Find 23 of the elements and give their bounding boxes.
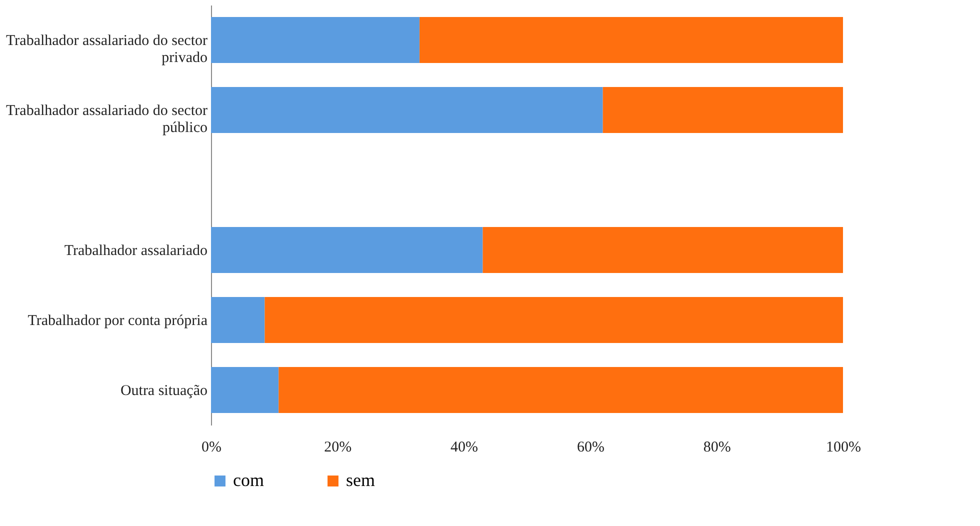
bar [211,297,265,343]
y-tick-label: Trabalhador por conta própria [28,313,208,329]
x-tick-label: 0% [202,440,222,456]
bar [211,87,603,133]
bar [211,227,483,273]
bar [278,367,843,413]
bar [211,17,420,63]
x-tick-label: 20% [324,440,352,456]
x-tick-label: 80% [703,440,731,456]
y-tick-label: Trabalhador assalariado do sector público [6,103,208,136]
y-tick-label: Trabalhador assalariado [64,243,208,259]
x-tick-label: 40% [450,440,478,456]
bar [264,297,843,343]
x-tick-label: 60% [576,440,604,456]
bar [211,367,279,413]
bar [602,87,843,133]
legend-label: sem [346,470,375,490]
y-tick-label: Trabalhador assalariado do sector privado [6,33,208,66]
legend-label: com [233,470,264,490]
y-tick-label: Outra situação [120,383,208,399]
x-tick-label: 100% [826,440,861,456]
bar [420,17,843,63]
bar [482,227,843,273]
